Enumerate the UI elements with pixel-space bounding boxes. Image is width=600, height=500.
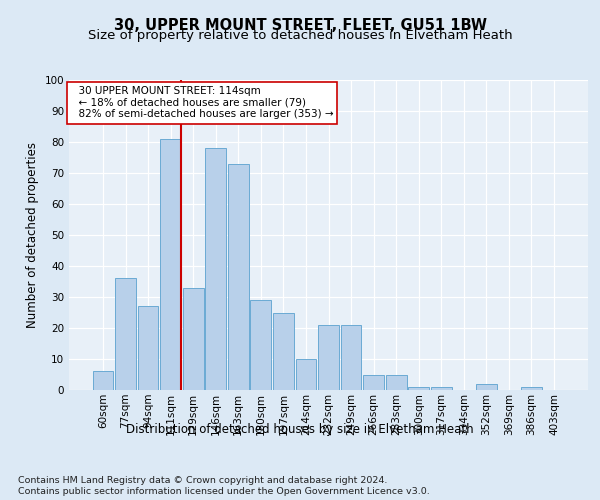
Text: 30, UPPER MOUNT STREET, FLEET, GU51 1BW: 30, UPPER MOUNT STREET, FLEET, GU51 1BW <box>113 18 487 32</box>
Bar <box>409 387 429 390</box>
Bar <box>92 372 113 390</box>
Text: Size of property relative to detached houses in Elvetham Heath: Size of property relative to detached ho… <box>88 29 512 42</box>
Text: Distribution of detached houses by size in Elvetham Heath: Distribution of detached houses by size … <box>126 422 474 436</box>
Bar <box>431 387 452 390</box>
Text: Contains HM Land Registry data © Crown copyright and database right 2024.: Contains HM Land Registry data © Crown c… <box>18 476 388 485</box>
Y-axis label: Number of detached properties: Number of detached properties <box>26 142 39 328</box>
Bar <box>137 306 158 390</box>
Text: 30 UPPER MOUNT STREET: 114sqm
  ← 18% of detached houses are smaller (79)
  82% : 30 UPPER MOUNT STREET: 114sqm ← 18% of d… <box>71 86 333 120</box>
Bar <box>386 374 407 390</box>
Bar <box>160 139 181 390</box>
Bar <box>205 148 226 390</box>
Bar <box>228 164 248 390</box>
Bar <box>296 359 316 390</box>
Bar <box>115 278 136 390</box>
Bar <box>476 384 497 390</box>
Bar <box>250 300 271 390</box>
Bar <box>273 312 294 390</box>
Bar <box>318 325 339 390</box>
Bar <box>183 288 203 390</box>
Bar <box>521 387 542 390</box>
Text: Contains public sector information licensed under the Open Government Licence v3: Contains public sector information licen… <box>18 487 430 496</box>
Bar <box>341 325 361 390</box>
Bar <box>363 374 384 390</box>
